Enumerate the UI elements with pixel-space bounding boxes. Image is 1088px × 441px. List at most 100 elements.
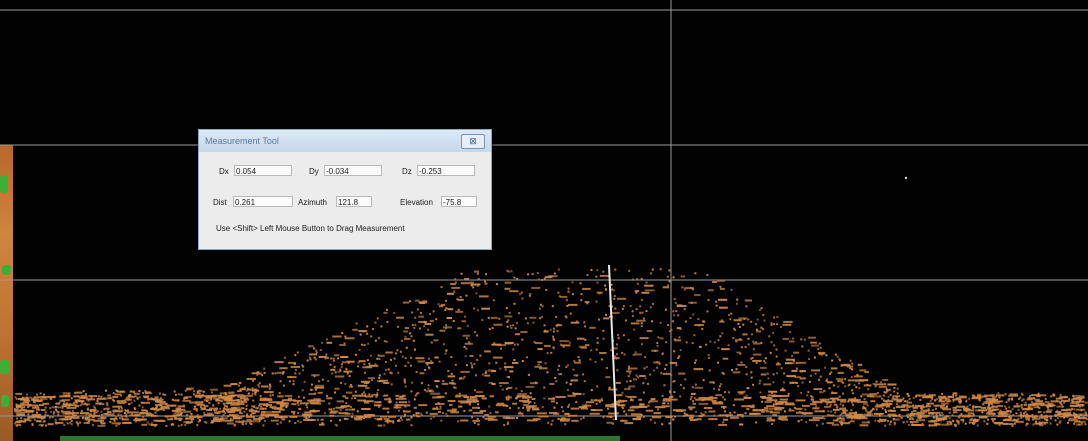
- cloud-point: [465, 347, 468, 350]
- cloud-point: [1027, 422, 1030, 425]
- elevation-field[interactable]: -75.8: [441, 196, 477, 207]
- cloud-point: [67, 404, 78, 407]
- cloud-point: [369, 364, 379, 367]
- cloud-point: [957, 416, 960, 419]
- cloud-point: [55, 408, 57, 411]
- cloud-point: [976, 395, 982, 398]
- cloud-point: [1043, 411, 1046, 414]
- dy-field[interactable]: -0.034: [324, 165, 382, 176]
- cloud-point: [87, 420, 90, 423]
- cloud-point: [642, 382, 645, 385]
- cloud-point: [749, 412, 752, 415]
- cloud-point: [752, 383, 755, 386]
- dx-field[interactable]: 0.054: [234, 165, 292, 176]
- cloud-point: [827, 414, 830, 417]
- cloud-point: [1043, 422, 1046, 425]
- cloud-point: [403, 330, 408, 333]
- cloud-point: [367, 342, 370, 345]
- cloud-point: [479, 354, 482, 357]
- cloud-point: [642, 391, 645, 394]
- cloud-point: [1004, 418, 1012, 421]
- cloud-point: [892, 418, 900, 421]
- cloud-point: [884, 409, 887, 412]
- cloud-point: [807, 391, 810, 394]
- dist-field[interactable]: 0.261: [233, 196, 293, 207]
- cloud-point: [554, 377, 557, 379]
- cloud-point: [440, 419, 443, 422]
- cloud-point: [228, 392, 231, 395]
- cloud-point: [484, 414, 489, 416]
- cloud-point: [280, 404, 289, 407]
- azimuth-field[interactable]: 121.8: [336, 196, 372, 207]
- cloud-point: [367, 377, 375, 380]
- cloud-point: [504, 365, 507, 368]
- cloud-point: [1044, 401, 1050, 404]
- cloud-point: [713, 414, 716, 417]
- cloud-point: [906, 407, 909, 410]
- cloud-point: [504, 281, 512, 284]
- cloud-point: [795, 407, 803, 410]
- cloud-point: [531, 287, 539, 289]
- cloud-point: [233, 406, 241, 409]
- cloud-point: [600, 358, 603, 361]
- dz-field[interactable]: -0.253: [417, 165, 475, 176]
- cloud-point: [134, 418, 146, 421]
- cloud-point: [378, 354, 385, 357]
- cloud-point: [895, 406, 906, 409]
- cloud-point: [222, 413, 225, 416]
- cloud-point: [625, 395, 628, 398]
- cloud-point: [146, 410, 149, 413]
- cloud-point: [366, 325, 369, 328]
- cloud-point: [146, 421, 149, 424]
- cloud-point: [176, 408, 186, 411]
- cloud-point: [831, 423, 840, 426]
- cloud-point: [610, 283, 613, 286]
- cloud-point: [840, 419, 845, 422]
- cloud-point: [805, 421, 808, 424]
- cloud-point: [100, 395, 103, 398]
- dialog-titlebar[interactable]: Measurement Tool ⊠: [199, 130, 491, 152]
- cloud-point: [612, 289, 615, 292]
- cloud-point: [513, 302, 516, 305]
- cloud-point: [66, 422, 69, 425]
- cloud-point: [445, 327, 448, 330]
- cloud-point: [914, 405, 917, 408]
- cloud-point: [938, 423, 941, 426]
- cloud-point: [623, 353, 626, 356]
- cloud-point: [362, 330, 365, 333]
- cloud-point: [699, 345, 702, 348]
- cloud-point: [661, 423, 664, 426]
- cloud-point: [509, 324, 512, 327]
- cloud-point: [256, 373, 259, 376]
- cloud-point: [673, 298, 676, 301]
- cloud-point: [656, 361, 659, 364]
- cloud-point: [572, 293, 574, 296]
- cloud-point: [54, 418, 57, 421]
- cloud-point: [713, 387, 715, 390]
- cloud-point: [793, 406, 796, 409]
- close-icon[interactable]: ⊠: [461, 134, 485, 149]
- measurement-tool-dialog[interactable]: Measurement Tool ⊠ Dx 0.054 Dy -0.034 Dz…: [198, 129, 492, 250]
- cloud-point: [766, 372, 769, 375]
- cloud-point: [744, 299, 752, 302]
- cloud-point: [1025, 424, 1028, 427]
- measurement-line[interactable]: [608, 264, 617, 421]
- cloud-point: [383, 382, 390, 384]
- cloud-point: [674, 415, 676, 418]
- cloud-point: [389, 371, 392, 374]
- cloud-point: [992, 414, 995, 416]
- cloud-point: [487, 369, 494, 372]
- cloud-point: [24, 419, 27, 422]
- cloud-point: [565, 316, 568, 319]
- cloud-point: [352, 328, 358, 331]
- cloud-point: [694, 386, 704, 389]
- cloud-point: [660, 372, 663, 375]
- cloud-point: [723, 418, 728, 421]
- cloud-point: [662, 286, 669, 289]
- cloud-point: [1038, 407, 1041, 409]
- cloud-point: [348, 375, 351, 378]
- cloud-point: [426, 363, 429, 366]
- cloud-point: [882, 402, 893, 405]
- cloud-point: [738, 317, 748, 320]
